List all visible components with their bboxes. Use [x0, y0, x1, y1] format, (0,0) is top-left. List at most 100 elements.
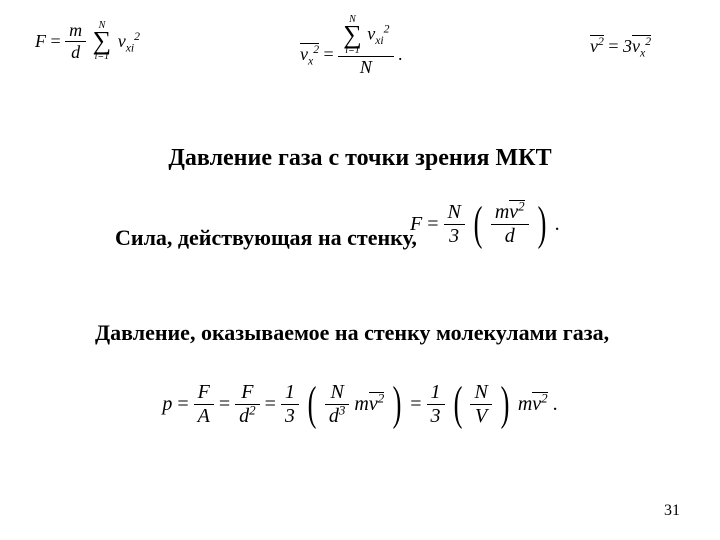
num-mv2: mv2 [491, 200, 529, 224]
v-sup: 2 [134, 30, 140, 43]
equation-force: F = N 3 ( mv2 d ) . [410, 200, 560, 248]
lparen-icon: ( [473, 200, 482, 248]
equals-sign: = [177, 393, 188, 416]
overbar-vx2: vx2 [632, 35, 651, 55]
den-3: 3 [281, 404, 299, 428]
equals-sign: = [410, 393, 421, 416]
equation-pressure: p = F A = F d2 = 1 3 ( N d3 mv2 ) = 1 3 … [0, 380, 720, 428]
frac-1-over-3: 1 3 [281, 381, 299, 428]
sigma-sum: N ∑ i=1 [343, 15, 362, 56]
pressure-label: Давление, оказываемое на стенку молекула… [95, 320, 715, 346]
v-sub: x [308, 55, 313, 68]
denominator-d: d [65, 41, 86, 63]
top-equations-row: F = m d N ∑ i=1 vxi2 vx2 = N ∑ [0, 10, 720, 100]
d: d [329, 405, 339, 427]
equation-mean-vx2: vx2 = N ∑ i=1 vxi2 N . [300, 15, 403, 78]
overbar-vx2: vx2 [300, 43, 319, 63]
m: m [495, 201, 509, 223]
den-V: V [470, 404, 491, 428]
equals-sign: = [324, 44, 334, 65]
period: . [398, 44, 403, 65]
overbar-v2: v2 [590, 35, 604, 55]
denominator-N: N [338, 56, 393, 78]
v-base: v [118, 31, 126, 51]
coef-3: 3 [623, 36, 632, 56]
den-3: 3 [427, 404, 445, 428]
num-F: F [194, 381, 214, 404]
frac-F-over-d2: F d2 [235, 381, 260, 428]
period: . [555, 213, 560, 236]
v: v [369, 393, 378, 415]
sum-lower: i=1 [93, 52, 112, 62]
rparen-icon: ) [393, 380, 402, 428]
sigma-symbol: ∑ [343, 25, 362, 46]
num-1: 1 [281, 381, 299, 404]
v-sub: x [640, 47, 645, 60]
lhs-vx2-bar: vx2 [300, 43, 319, 65]
v-base: v [590, 36, 598, 56]
fraction-m-over-d: m d [65, 20, 86, 63]
equation-v2-3vx2: v2 = 3 vx2 [590, 35, 651, 57]
section-heading: Давление газа с точки зрения МКТ [0, 145, 720, 172]
den-A: A [194, 404, 214, 428]
den-3: 3 [444, 224, 465, 248]
num-N: N [444, 201, 465, 224]
force-line: Сила, действующая на стенку, F = N 3 ( m… [115, 225, 705, 251]
d: d [239, 405, 249, 427]
v: v [532, 393, 541, 415]
equals-sign: = [427, 213, 438, 236]
num-N: N [325, 381, 350, 404]
m-v2bar-b: mv2 [518, 392, 548, 416]
var-F: F [35, 31, 46, 52]
numerator-sum: N ∑ i=1 vxi2 [338, 15, 393, 56]
frac-N-over-V: N V [470, 381, 491, 428]
sigma-sum: N ∑ i=1 [93, 21, 112, 62]
m-v2bar: mv2 [354, 392, 384, 416]
v-sup: 2 [313, 43, 319, 56]
frac-1-over-3-b: 1 3 [427, 381, 445, 428]
lparen-icon: ( [308, 380, 317, 428]
equation-force-sum: F = m d N ∑ i=1 vxi2 [35, 20, 140, 63]
overbar-v2: v2 [532, 392, 547, 414]
equals-sign: = [265, 393, 276, 416]
lparen-icon: ( [453, 380, 462, 428]
den-d2: d2 [235, 404, 260, 428]
v-sup: 2 [645, 35, 651, 48]
sup3: 3 [339, 402, 346, 417]
v-base: v [300, 44, 308, 64]
big-fraction: N ∑ i=1 vxi2 N [338, 15, 393, 78]
rparen-icon: ) [500, 380, 509, 428]
num-N: N [470, 381, 491, 404]
page-number: 31 [664, 502, 680, 520]
frac-N-over-3: N 3 [444, 201, 465, 248]
v-base: v [632, 36, 640, 56]
period: . [553, 393, 558, 416]
equals-sign: = [51, 31, 61, 52]
sup2: 2 [518, 198, 525, 213]
sigma-symbol: ∑ [93, 31, 112, 52]
den-d: d [491, 224, 529, 248]
num-F: F [235, 381, 260, 404]
rparen-icon: ) [537, 200, 546, 248]
v: v [509, 201, 518, 223]
v-sub: xi [126, 42, 134, 55]
sup2: 2 [541, 390, 548, 405]
sum-term: vxi2 [118, 31, 140, 52]
m: m [354, 393, 368, 415]
equals-sign: = [219, 393, 230, 416]
numerator-m: m [65, 20, 86, 41]
den-d3: d3 [325, 404, 350, 428]
var-p: p [162, 393, 172, 416]
overbar-v2: v2 [369, 392, 384, 414]
m: m [518, 393, 532, 415]
v-sup: 2 [384, 23, 390, 36]
v-sub: xi [375, 34, 383, 47]
sup2: 2 [378, 390, 385, 405]
v-sup: 2 [598, 35, 604, 48]
frac-N-over-d3: N d3 [325, 381, 350, 428]
force-label: Сила, действующая на стенку, [115, 225, 417, 250]
overbar-v2: v2 [509, 200, 524, 222]
sup2: 2 [249, 402, 256, 417]
num-1: 1 [427, 381, 445, 404]
frac-F-over-A: F A [194, 381, 214, 428]
